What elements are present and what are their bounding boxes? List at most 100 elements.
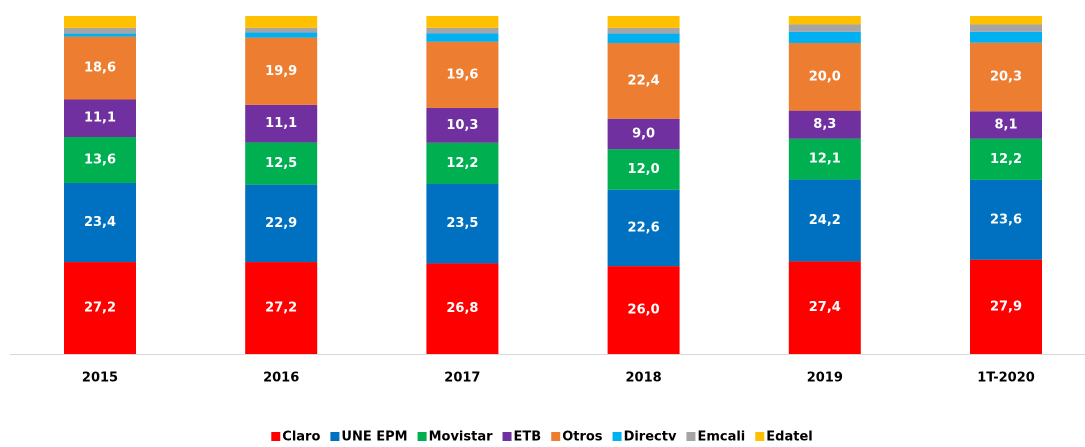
bar-segment: [426, 41, 499, 108]
bar-segment: [788, 31, 861, 44]
data-label: 11,1: [265, 116, 297, 131]
legend-label: Emcali: [697, 430, 745, 445]
data-label: 22,9: [265, 216, 297, 231]
data-label: 27,9: [990, 299, 1022, 314]
data-label: 26,0: [628, 303, 660, 318]
bar-segment: [426, 183, 499, 264]
bar-segment: [426, 142, 499, 184]
legend-swatch: [612, 432, 622, 441]
data-label: 13,6: [84, 152, 116, 167]
legend-swatch: [686, 432, 696, 441]
bar-segment: [64, 262, 136, 354]
data-label: 20,0: [809, 69, 841, 84]
legend-label: UNE EPM: [341, 430, 407, 445]
legend-label: ETB: [514, 430, 542, 445]
data-label: 11,1: [84, 111, 116, 126]
bar-segment: [788, 261, 861, 354]
bar-segment: [245, 262, 318, 354]
data-label: 23,6: [990, 212, 1022, 227]
legend-label: Directv: [624, 430, 677, 445]
bar-segment: [426, 107, 499, 143]
legend-swatch: [330, 432, 340, 441]
bar-segment: [426, 27, 499, 34]
legend-label: Claro: [282, 430, 320, 445]
bar-segment: [245, 142, 318, 185]
data-label: 27,2: [84, 301, 116, 316]
data-label: 20,3: [990, 70, 1022, 85]
bar-segment: [970, 138, 1042, 180]
legend-swatch: [502, 432, 512, 441]
bar-segment: [64, 182, 136, 263]
bar-segment: [64, 137, 136, 183]
legend-label: Edatel: [766, 430, 812, 445]
data-label: 12,1: [809, 152, 841, 167]
bar-segment: [245, 37, 318, 105]
bar-segment: [970, 259, 1042, 354]
bar-segment: [64, 99, 136, 138]
data-label: 9,0: [632, 126, 655, 141]
data-label: 27,4: [809, 300, 841, 315]
data-label: 18,6: [84, 61, 116, 76]
data-label: 8,3: [813, 117, 836, 132]
bar-segment: [607, 149, 680, 190]
bar-segment: [970, 111, 1042, 139]
bar-segment: [970, 24, 1042, 32]
bar-segment: [788, 43, 861, 111]
legend-swatch: [417, 432, 427, 441]
x-tick-label: 2018: [626, 371, 662, 386]
bar-segment: [607, 189, 680, 267]
bar-segment: [245, 27, 318, 33]
data-label: 22,4: [628, 73, 660, 88]
bar-segment: [64, 33, 136, 37]
bar-segment: [607, 16, 680, 28]
data-label: 12,2: [990, 152, 1022, 167]
x-tick-label: 2015: [82, 371, 118, 386]
bar-segment: [426, 33, 499, 42]
legend-swatch: [271, 432, 281, 441]
legend-label: Otros: [562, 430, 603, 445]
bar-segment: [426, 16, 499, 28]
x-tick-label: 2019: [807, 371, 843, 386]
bar-segment: [788, 16, 861, 25]
bar-segment: [788, 138, 861, 180]
legend-label: Movistar: [429, 430, 494, 445]
bar-segment: [64, 36, 136, 100]
bar-segment: [788, 24, 861, 32]
x-tick-label: 2016: [263, 371, 299, 386]
bar-segment: [970, 16, 1042, 25]
data-label: 12,2: [446, 156, 478, 171]
bar-segment: [970, 31, 1042, 43]
bar-segment: [607, 33, 680, 44]
data-label: 23,4: [84, 215, 116, 230]
data-label: 24,2: [809, 213, 841, 228]
data-label: 12,0: [628, 162, 660, 177]
bar-segment: [788, 179, 861, 262]
data-label: 27,2: [265, 301, 297, 316]
x-tick-label: 2017: [444, 371, 480, 386]
bar-segment: [970, 179, 1042, 260]
bar-segment: [607, 266, 680, 354]
bar-segment: [607, 27, 680, 34]
bar-segment: [607, 118, 680, 150]
data-label: 12,5: [265, 156, 297, 171]
bar-segment: [64, 16, 136, 28]
bar-segment: [64, 27, 136, 34]
bar-segment: [245, 184, 318, 263]
bar-segment: [245, 104, 318, 143]
data-label: 19,6: [446, 67, 478, 82]
data-label: 19,9: [265, 64, 297, 79]
bar-segment: [970, 42, 1042, 112]
data-label: 8,1: [994, 118, 1017, 133]
bar-segment: [426, 263, 499, 354]
bar-segment: [245, 32, 318, 38]
legend-swatch: [551, 432, 561, 441]
bar-segment: [607, 43, 680, 119]
data-label: 23,5: [446, 216, 478, 231]
bar-segment: [245, 16, 318, 28]
legend-swatch: [755, 432, 765, 441]
data-label: 22,6: [628, 220, 660, 235]
data-label: 10,3: [446, 118, 478, 133]
x-tick-label: 1T-2020: [977, 371, 1035, 386]
bar-segment: [788, 110, 861, 139]
